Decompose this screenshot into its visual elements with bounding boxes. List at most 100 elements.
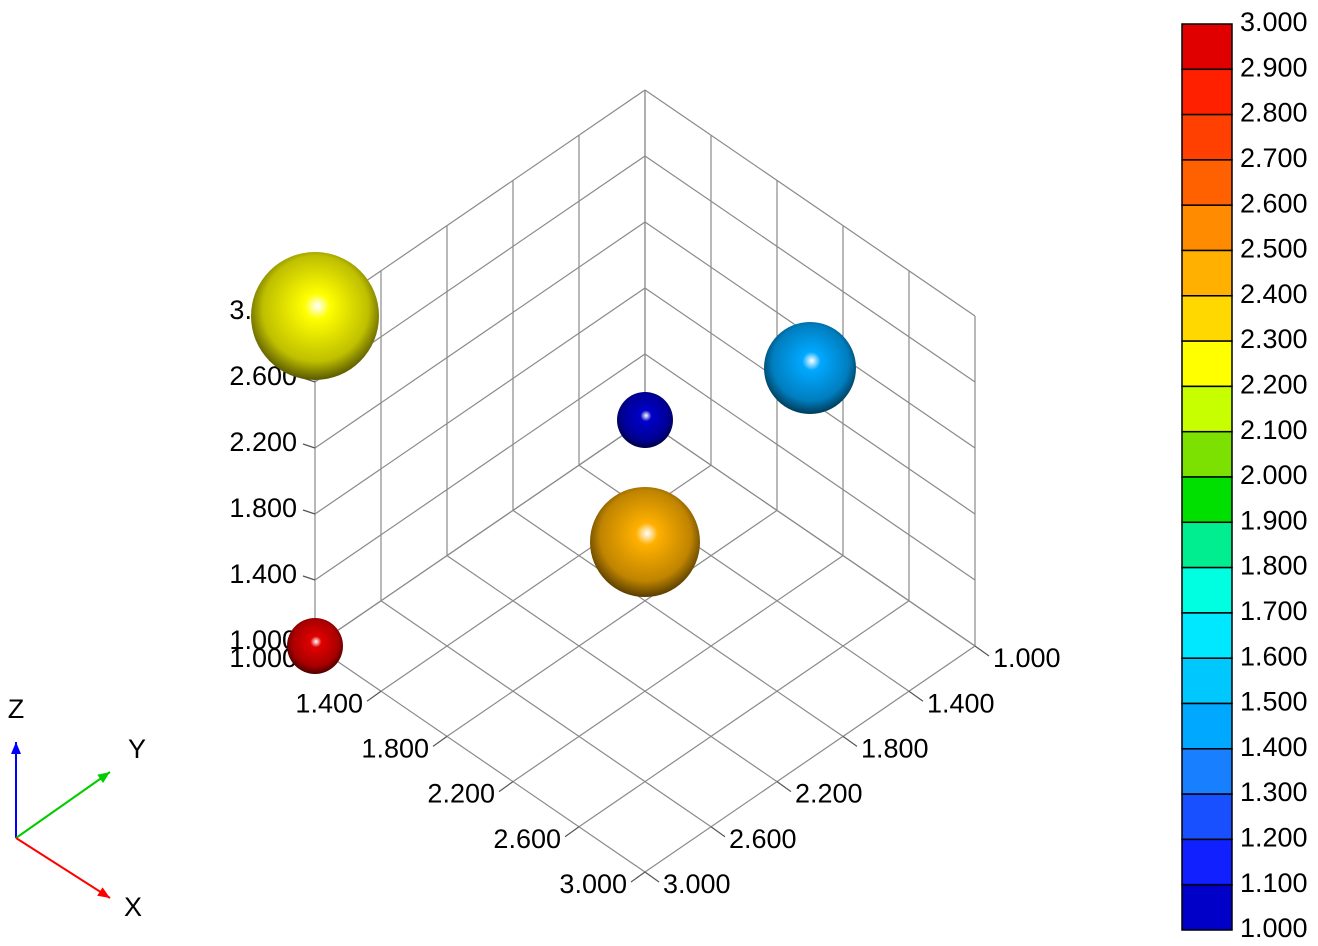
grid-line: [314, 419, 646, 647]
x-tick: [564, 826, 580, 838]
y-tick: [644, 871, 660, 883]
x-tick-label: 2.600: [493, 824, 561, 854]
y-tick-label: 1.400: [927, 688, 995, 718]
y-tick: [710, 826, 726, 838]
y-axis-arrow: [15, 771, 111, 839]
colorbar-label: 3.000: [1240, 7, 1308, 37]
colorbar-segment: [1181, 612, 1233, 659]
x-axis-arrow-head: [97, 887, 110, 898]
y-axis-letter: Y: [128, 734, 146, 764]
grid-line: [314, 645, 646, 873]
z-axis-arrow-head: [11, 742, 21, 754]
colorbar-segment: [1181, 68, 1233, 116]
colorbar-segment: [1181, 793, 1233, 841]
x-tick-label: 2.200: [427, 779, 495, 809]
colorbar-segment: [1181, 521, 1233, 569]
z-tick-label: 1.000: [229, 625, 297, 655]
z-tick-label: 2.200: [229, 427, 297, 457]
z-tick: [302, 509, 316, 515]
y-tick-label: 2.600: [729, 824, 797, 854]
x-tick-label: 1.000: [229, 643, 297, 673]
colorbar-segment: [1181, 838, 1233, 886]
grid-line: [578, 600, 910, 828]
colorbar-label: 2.700: [1240, 143, 1308, 173]
colorbar-label: 2.800: [1240, 98, 1308, 128]
colorbar-label: 1.000: [1240, 913, 1308, 943]
grid-line: [314, 221, 646, 449]
x-axis-letter: X: [124, 892, 142, 922]
colorbar-label: 2.500: [1240, 234, 1308, 264]
grid-line: [644, 419, 976, 647]
x-tick-label: 1.400: [295, 688, 363, 718]
colorbar-segment: [1181, 340, 1233, 388]
colorbar-segment: [1181, 883, 1233, 931]
colorbar-label: 1.800: [1240, 551, 1308, 581]
y-tick-label: 1.000: [993, 643, 1061, 673]
colorbar-label: 1.600: [1240, 641, 1308, 671]
colorbar-segment: [1181, 566, 1233, 614]
y-tick-label: 3.000: [663, 869, 731, 899]
x-tick: [366, 690, 382, 702]
grid-line: [512, 509, 844, 737]
grid-line: [314, 89, 646, 317]
z-tick: [302, 443, 316, 449]
z-tick: [302, 575, 316, 581]
colorbar-label: 2.000: [1240, 460, 1308, 490]
colorbar-segment: [1181, 23, 1233, 71]
grid-line: [446, 555, 778, 783]
colorbar-segment: [1181, 657, 1233, 705]
colorbar-label: 1.200: [1240, 823, 1308, 853]
grid-line: [644, 89, 976, 317]
y-tick-label: 1.800: [861, 734, 929, 764]
grid-line: [512, 555, 844, 783]
data-point: [764, 322, 856, 414]
axes-indicator: Z Y X: [8, 694, 146, 922]
data-point: [287, 618, 343, 674]
colorbar-segment: [1181, 249, 1233, 297]
data-point: [590, 487, 700, 597]
colorbar-segment: [1181, 748, 1233, 795]
x-tick-label: 1.800: [361, 734, 429, 764]
colorbar-segment: [1181, 159, 1233, 206]
colorbar-label: 1.700: [1240, 596, 1308, 626]
x-tick: [630, 871, 646, 883]
colorbar-label: 1.400: [1240, 732, 1308, 762]
colorbar-label: 2.100: [1240, 415, 1308, 445]
colorbar-segment: [1181, 113, 1233, 161]
grid-line: [644, 155, 976, 383]
colorbar-segment: [1181, 702, 1233, 750]
grid-line: [644, 645, 976, 873]
x-tick: [498, 781, 514, 793]
z-axis-letter: Z: [8, 694, 25, 724]
data-points: [251, 252, 856, 674]
z-tick-label: 1.800: [229, 493, 297, 523]
y-tick: [776, 781, 792, 793]
colorbar-label: 1.500: [1240, 687, 1308, 717]
colorbar-segment: [1181, 430, 1233, 478]
colorbar-label: 2.200: [1240, 370, 1308, 400]
colorbar-label: 1.300: [1240, 777, 1308, 807]
colorbar-segment: [1181, 295, 1233, 342]
z-tick-label: 1.400: [229, 559, 297, 589]
data-point: [617, 392, 673, 448]
data-point: [251, 252, 379, 380]
y-tick-label: 2.200: [795, 779, 863, 809]
colorbar-segment: [1181, 204, 1233, 252]
x-axis-arrow: [15, 837, 111, 899]
colorbar-label: 2.300: [1240, 324, 1308, 354]
grid-line: [314, 287, 646, 515]
y-tick: [908, 690, 924, 702]
colorbar-label: 1.100: [1240, 868, 1308, 898]
colorbar-label: 1.900: [1240, 505, 1308, 535]
y-tick: [974, 645, 990, 657]
colorbar-label: 2.600: [1240, 188, 1308, 218]
colorbar-label: 2.400: [1240, 279, 1308, 309]
colorbar-segment: [1181, 385, 1233, 433]
y-tick: [842, 735, 858, 747]
y-axis-arrow-head: [97, 772, 110, 783]
x-tick-label: 3.000: [559, 869, 627, 899]
colorbar-segment: [1181, 476, 1233, 524]
grid-line: [380, 600, 712, 828]
colorbar: 3.000 2.900 2.800 2.700 2.600 2.500 2.400 2.300…: [1181, 7, 1308, 943]
